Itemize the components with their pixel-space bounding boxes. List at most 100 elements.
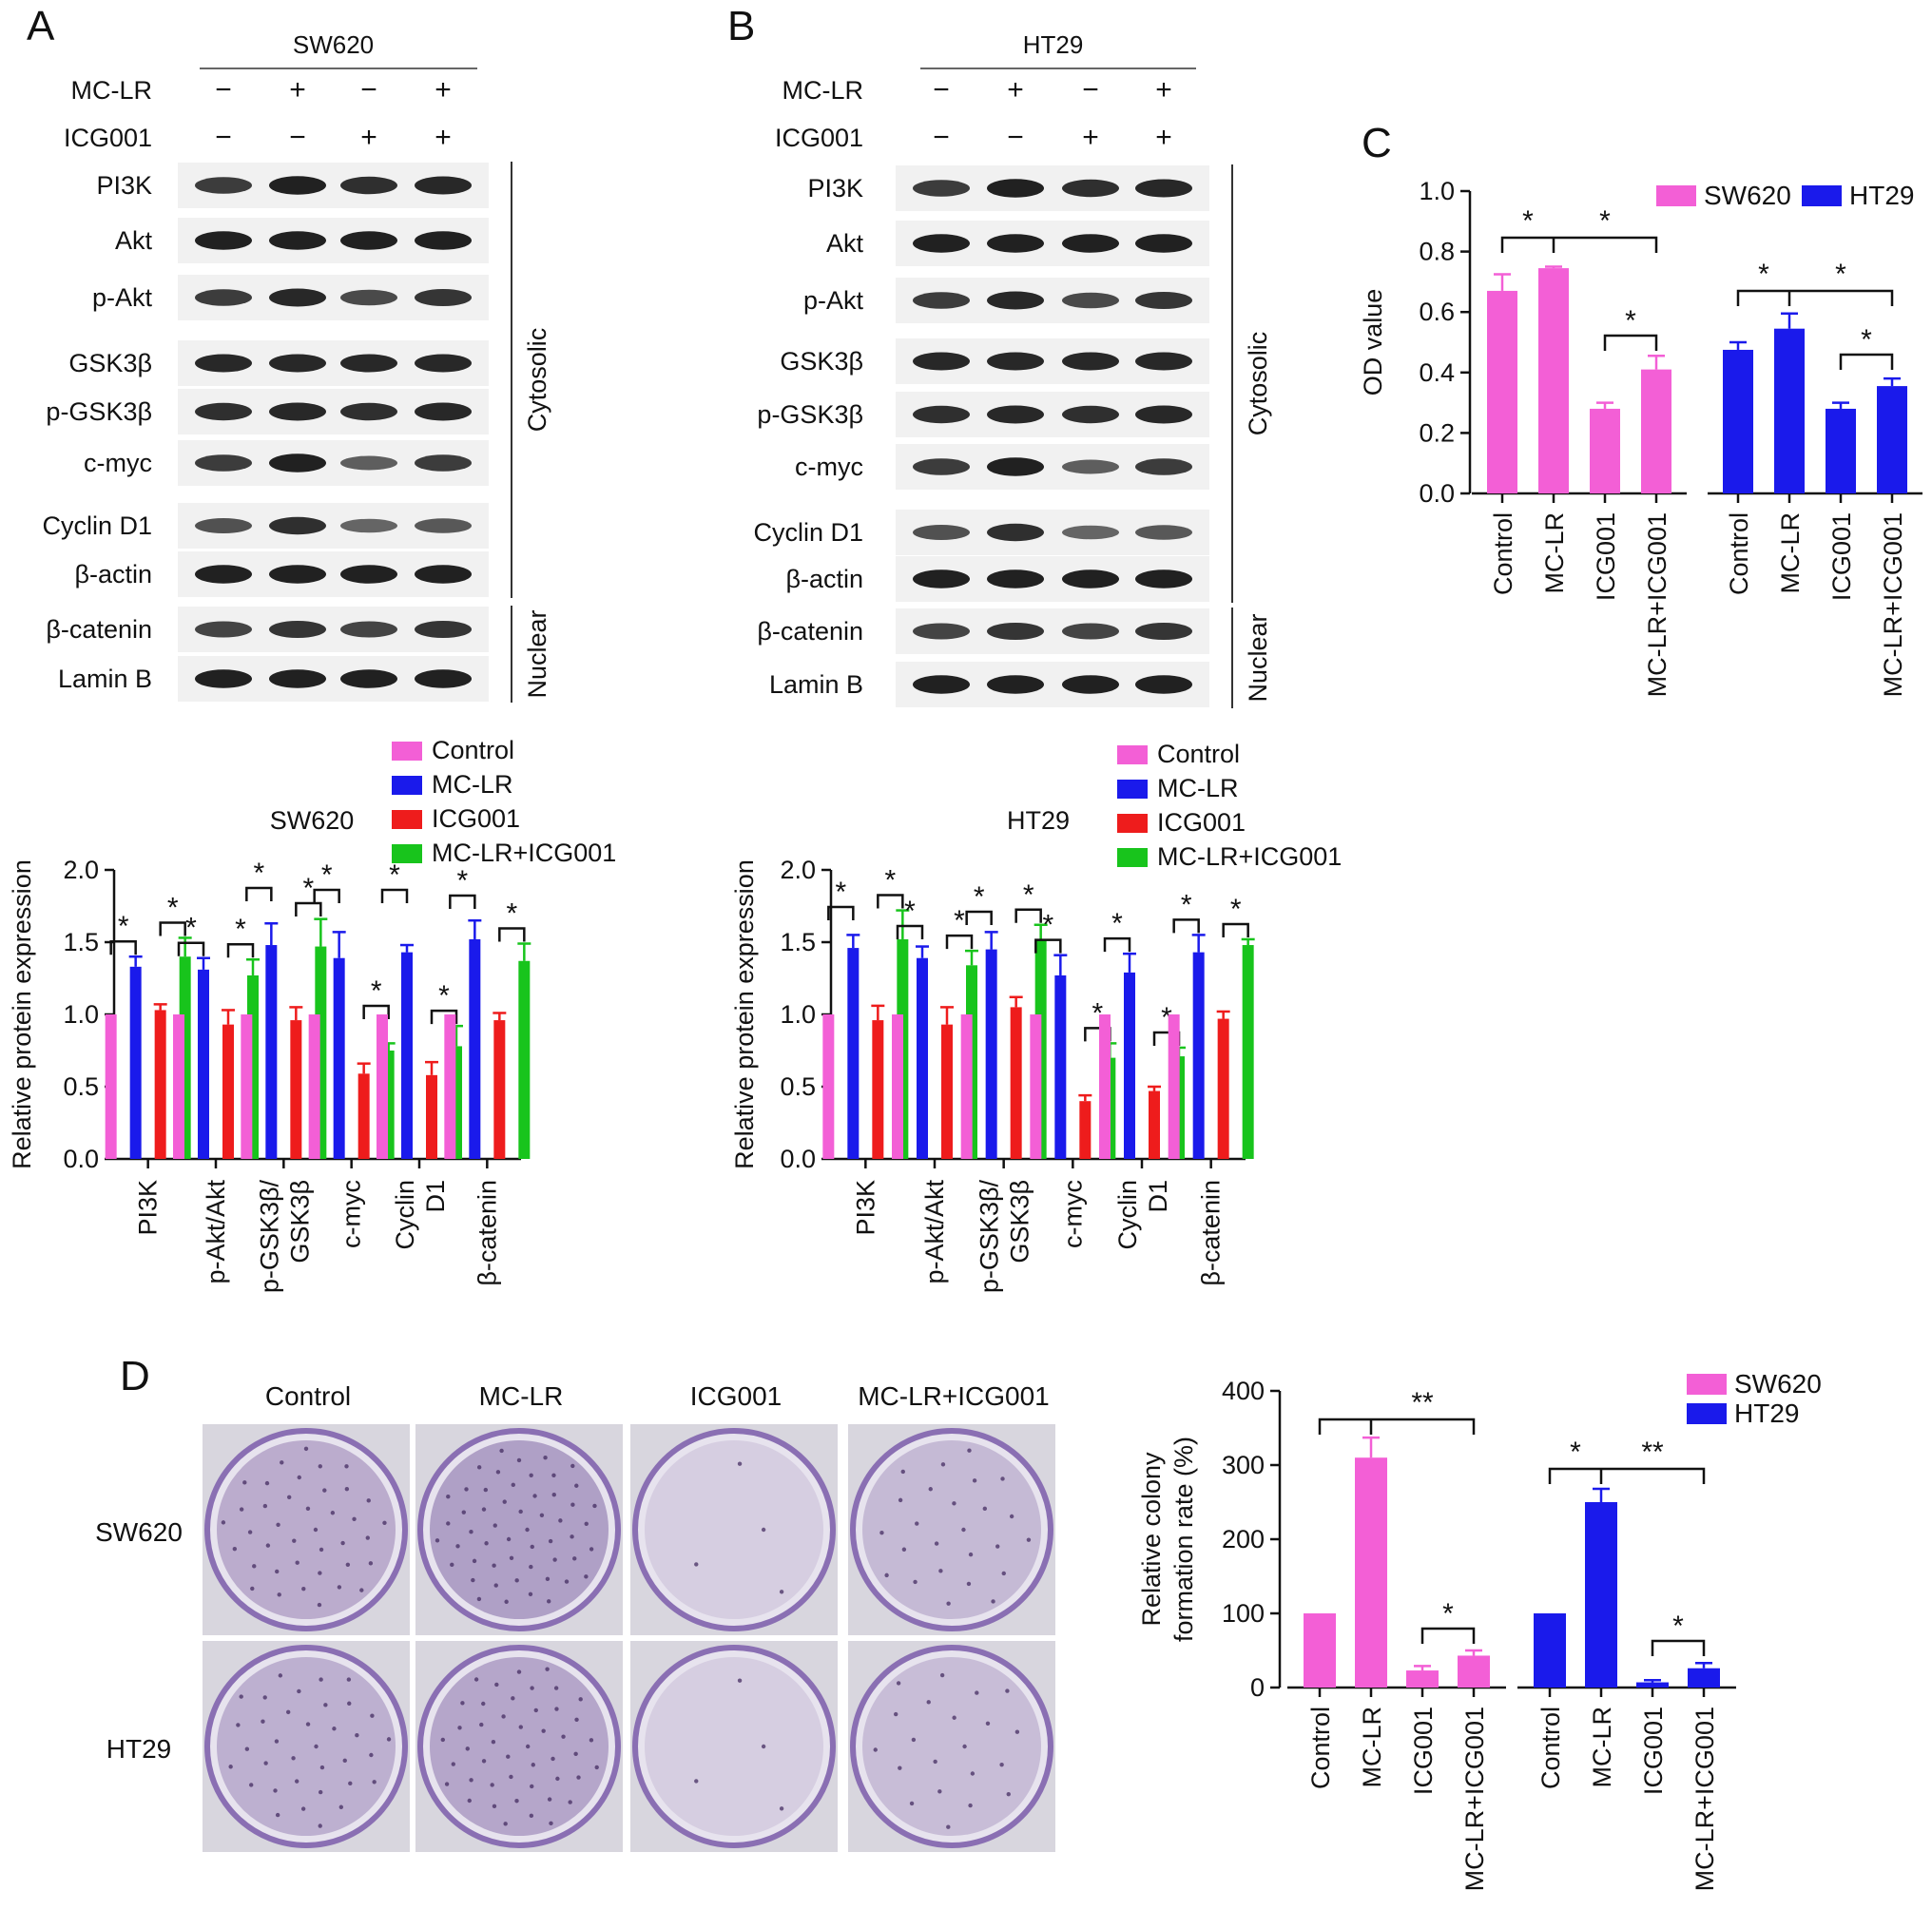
x-tick-label: MC-LR <box>1358 1707 1386 1788</box>
treatment-sign: + <box>1007 74 1024 106</box>
colony-dot <box>928 1487 933 1492</box>
blot-band <box>1135 569 1192 588</box>
colony-dot <box>300 1806 306 1811</box>
colony-dot <box>933 1759 937 1765</box>
bar <box>1217 1018 1229 1159</box>
colony-dot <box>1026 1537 1032 1542</box>
blot-band <box>1062 675 1119 694</box>
y-tick-label: 0.0 <box>63 1145 99 1173</box>
colony-dot <box>305 1722 311 1727</box>
legend-swatch <box>1687 1403 1727 1424</box>
bar <box>493 1020 506 1159</box>
colony-dot <box>319 1677 323 1682</box>
colony-dot <box>228 1765 233 1769</box>
treatment-sign: − <box>933 122 950 153</box>
colony-dot <box>570 1463 575 1469</box>
x-tick-label: MC-LR <box>1776 512 1805 594</box>
legend-label: MC-LR <box>1157 774 1239 802</box>
colony-dot <box>584 1574 589 1579</box>
x-tick-label: GSK3β <box>285 1180 314 1264</box>
blot-band <box>415 454 472 472</box>
colony-dot <box>779 1590 784 1594</box>
colony-dot <box>578 1697 583 1702</box>
colony-dot <box>440 1737 445 1743</box>
blot-band <box>195 402 252 421</box>
blot-band <box>340 518 397 533</box>
significance-bracket <box>159 921 186 936</box>
y-tick-label: 1.0 <box>780 1000 816 1029</box>
colony-dot <box>345 1562 351 1567</box>
colony-dot <box>529 1473 533 1477</box>
colony-dot <box>274 1739 280 1744</box>
significance-bracket <box>1548 1467 1706 1484</box>
x-tick-label: p-Akt/Akt <box>202 1180 230 1284</box>
fraction-label: Nuclear <box>523 609 551 698</box>
colony-dot <box>365 1535 370 1540</box>
colony-dot <box>545 1667 550 1671</box>
colony-dot <box>584 1521 589 1527</box>
bar <box>333 957 345 1159</box>
y-tick-label: 1.5 <box>63 928 99 956</box>
colony-dot <box>547 1599 551 1604</box>
y-axis-label: Relative colony <box>1137 1452 1166 1627</box>
blot-band <box>1062 525 1119 540</box>
colony-dot <box>455 1544 460 1549</box>
colony-dot <box>937 1789 942 1794</box>
x-tick-label: ICG001 <box>1592 512 1620 601</box>
significance-bracket <box>1651 1639 1706 1656</box>
x-tick-label: ICG001 <box>1639 1707 1668 1795</box>
colony-dot <box>879 1531 884 1535</box>
fraction-label: Cytosolic <box>523 328 551 433</box>
blot-band <box>269 288 326 307</box>
colony-dot <box>539 1513 545 1517</box>
colony-dot <box>481 1759 487 1764</box>
colony-dot <box>446 1494 451 1499</box>
colony-dot <box>530 1544 534 1550</box>
blot-band <box>1135 179 1192 198</box>
colony-dot <box>344 1464 349 1469</box>
colony-dot <box>492 1804 497 1809</box>
treatment-sign: + <box>1082 122 1099 153</box>
colony-dot <box>318 1571 322 1575</box>
y-tick-label: 0.4 <box>1419 358 1455 387</box>
colony-dot <box>594 1765 599 1770</box>
colony-dot <box>262 1503 268 1509</box>
colony-dot <box>528 1592 533 1597</box>
colony-dot <box>444 1782 450 1786</box>
significance-bracket <box>177 941 205 956</box>
colony-dot <box>503 1822 508 1826</box>
blot-band <box>1062 569 1119 588</box>
x-tick-label: p-GSK3β/ <box>255 1180 283 1294</box>
legend-label: MC-LR <box>432 770 513 799</box>
blot-label: c-myc <box>795 453 863 481</box>
significance-marker: * <box>456 865 468 897</box>
colony-dot <box>244 1746 250 1751</box>
legend-swatch <box>392 844 422 863</box>
significance-bracket <box>430 1009 458 1025</box>
blot-band <box>1135 623 1192 640</box>
colony-dot <box>457 1726 462 1730</box>
colony-dot <box>516 1669 522 1674</box>
colony-dot <box>277 1592 281 1597</box>
legend-swatch <box>1117 780 1148 799</box>
blot-band <box>415 231 472 250</box>
treatment-sign: + <box>360 122 377 153</box>
blot-band <box>1062 292 1119 309</box>
blot-band <box>1062 459 1119 474</box>
legend-swatch <box>392 742 422 761</box>
legend-swatch <box>392 810 422 829</box>
treatment-sign: + <box>289 74 306 106</box>
colony-dot <box>292 1538 297 1543</box>
bar <box>401 952 413 1159</box>
colony-dot <box>265 1543 271 1548</box>
blot-band <box>1062 234 1119 253</box>
colony-dot <box>896 1681 901 1686</box>
bar <box>960 1014 973 1159</box>
significance-bracket <box>1034 938 1062 954</box>
significance-bracket <box>877 894 904 909</box>
blot-band <box>1135 234 1192 253</box>
significance-marker: * <box>1442 1598 1454 1630</box>
colony-dot <box>961 1527 966 1533</box>
significance-marker: * <box>884 865 896 897</box>
blot-band <box>340 669 397 688</box>
